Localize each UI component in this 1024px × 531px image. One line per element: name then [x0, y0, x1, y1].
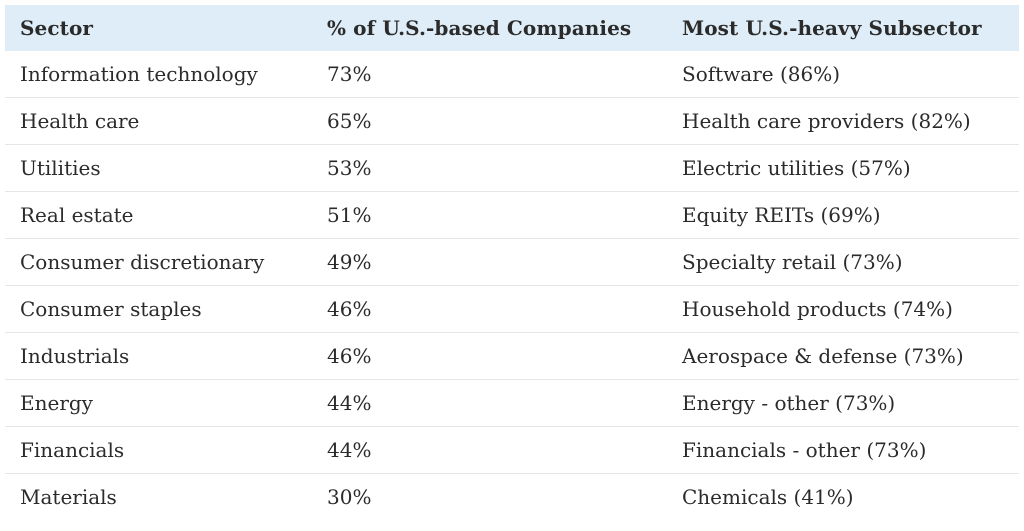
cell-pct: 49%	[312, 238, 667, 286]
sector-table-container: Sector % of U.S.-based Companies Most U.…	[5, 5, 1019, 520]
cell-pct: 53%	[312, 144, 667, 192]
cell-subsector: Software (86%)	[667, 51, 1019, 98]
cell-subsector: Specialty retail (73%)	[667, 238, 1019, 286]
header-sector: Sector	[5, 5, 312, 51]
table-row: Information technology 73% Software (86%…	[5, 51, 1019, 98]
sector-table: Sector % of U.S.-based Companies Most U.…	[5, 5, 1019, 520]
cell-sector: Industrials	[5, 332, 312, 380]
cell-subsector: Energy - other (73%)	[667, 379, 1019, 427]
header-us-heavy-subsector: Most U.S.-heavy Subsector	[667, 5, 1019, 51]
cell-subsector: Equity REITs (69%)	[667, 191, 1019, 239]
cell-pct: 65%	[312, 97, 667, 145]
table-row: Consumer discretionary 49% Specialty ret…	[5, 238, 1019, 286]
cell-sector: Health care	[5, 97, 312, 145]
table-row: Industrials 46% Aerospace & defense (73%…	[5, 332, 1019, 380]
table-row: Financials 44% Financials - other (73%)	[5, 426, 1019, 474]
cell-sector: Energy	[5, 379, 312, 427]
cell-subsector: Electric utilities (57%)	[667, 144, 1019, 192]
cell-subsector: Chemicals (41%)	[682, 485, 854, 509]
table-row: Consumer staples 46% Household products …	[5, 285, 1019, 333]
table-body: Information technology 73% Software (86%…	[5, 51, 1019, 520]
cell-pct: 73%	[312, 51, 667, 98]
cell-pct: 46%	[312, 332, 667, 380]
header-row: Sector % of U.S.-based Companies Most U.…	[5, 5, 1019, 51]
cell-subsector: Aerospace & defense (73%)	[667, 332, 1019, 380]
table-row: Energy 44% Energy - other (73%)	[5, 379, 1019, 427]
cell-sector: Financials	[5, 426, 312, 474]
cell-pct: 30%	[327, 485, 372, 509]
cell-sector: Materials	[20, 485, 117, 509]
cell-sector: Utilities	[5, 144, 312, 192]
cell-pct: 44%	[312, 379, 667, 427]
cell-sector: Consumer staples	[5, 285, 312, 333]
table-row: Materials 30% Chemicals (41%)	[5, 474, 1019, 521]
cell-sector: Information technology	[5, 51, 312, 98]
table-row: Real estate 51% Equity REITs (69%)	[5, 191, 1019, 239]
header-pct-us-companies: % of U.S.-based Companies	[312, 5, 667, 51]
table-header: Sector % of U.S.-based Companies Most U.…	[5, 5, 1019, 51]
cell-subsector: Household products (74%)	[667, 285, 1019, 333]
table-row: Health care 65% Health care providers (8…	[5, 97, 1019, 145]
cell-pct: 51%	[312, 191, 667, 239]
cell-sector: Real estate	[5, 191, 312, 239]
table-row: Utilities 53% Electric utilities (57%)	[5, 144, 1019, 192]
cell-sector: Consumer discretionary	[5, 238, 312, 286]
cell-subsector: Health care providers (82%)	[667, 97, 1019, 145]
cell-subsector: Financials - other (73%)	[667, 426, 1019, 474]
cell-pct: 44%	[312, 426, 667, 474]
cell-pct: 46%	[312, 285, 667, 333]
